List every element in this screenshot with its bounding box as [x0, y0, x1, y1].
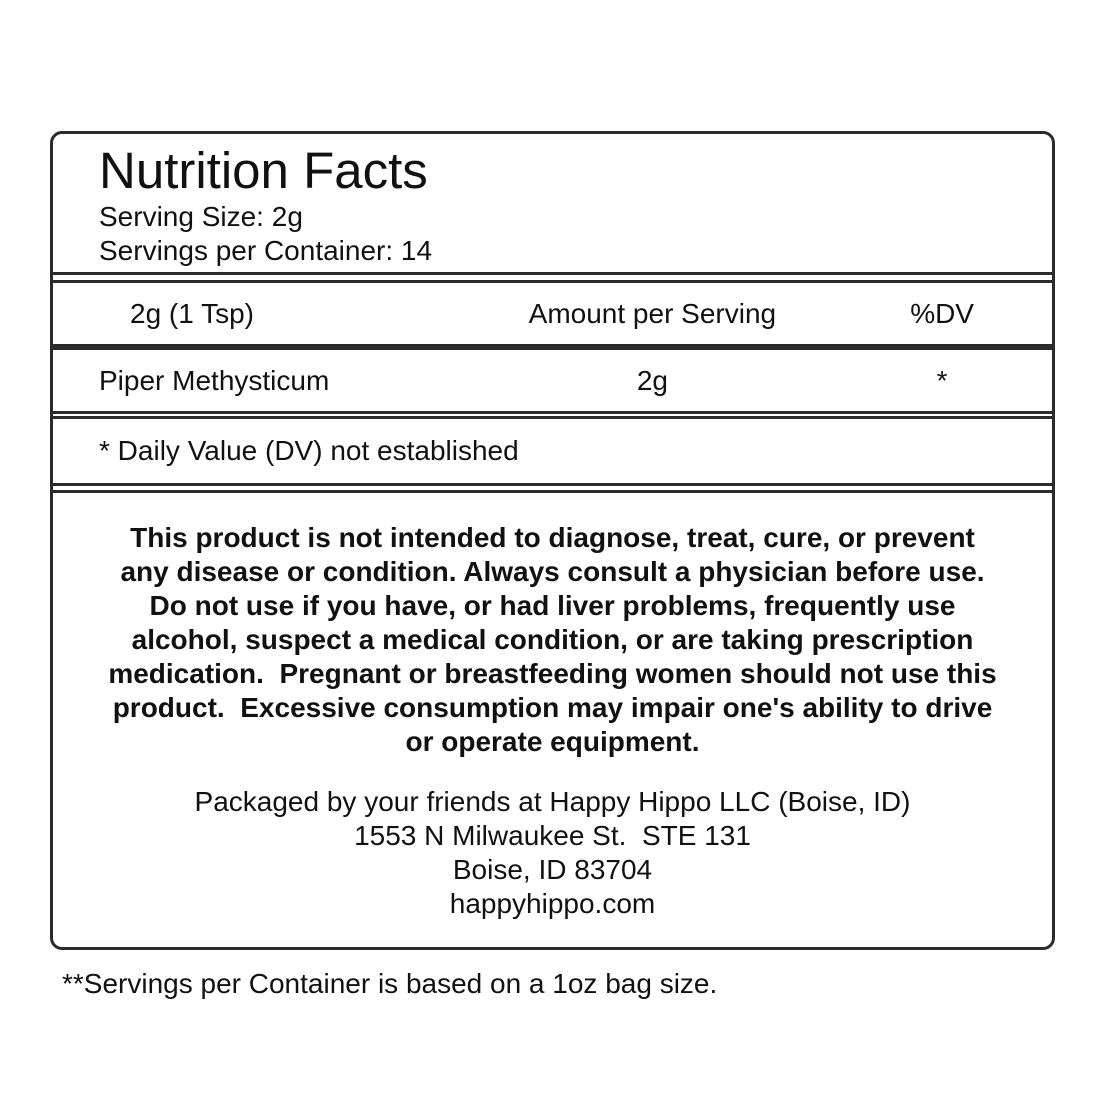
disclaimer-line: alcohol, suspect a medical condition, or… — [131, 624, 974, 655]
column-header-row: 2g (1 Tsp) Amount per Serving %DV — [53, 283, 1052, 344]
label-header-section: Nutrition Facts Serving Size: 2g Serving… — [53, 134, 1052, 272]
disclaimer-line: This product is not intended to diagnose… — [130, 522, 975, 553]
packager-company-line: Packaged by your friends at Happy Hippo … — [194, 786, 911, 817]
daily-value-footnote: * Daily Value (DV) not established — [99, 435, 519, 466]
nutrition-facts-label: Nutrition Facts Serving Size: 2g Serving… — [50, 131, 1055, 950]
disclaimer-line: product. Excessive consumption may impai… — [112, 692, 993, 723]
bag-size-footnote: **Servings per Container is based on a 1… — [62, 968, 718, 999]
ingredient-amount: 2g — [636, 364, 668, 396]
disclaimer-line: Do not use if you have, or had liver pro… — [149, 590, 956, 621]
ingredient-name: Piper Methysticum — [99, 364, 330, 396]
disclaimer-line: medication. Pregnant or breastfeeding wo… — [108, 658, 997, 689]
section-divider — [53, 344, 1052, 350]
label-title: Nutrition Facts — [99, 142, 428, 199]
servings-per-container-text: Servings per Container: 14 — [99, 235, 433, 266]
disclaimer-paragraph: This product is not intended to diagnose… — [79, 521, 1026, 759]
serving-size-text: Serving Size: 2g — [99, 201, 303, 232]
section-divider — [53, 411, 1052, 419]
disclaimer-line: or operate equipment. — [405, 726, 700, 757]
section-divider — [53, 272, 1052, 283]
packager-city-line: Boise, ID 83704 — [452, 854, 653, 885]
ingredient-row: Piper Methysticum 2g * — [53, 350, 1052, 411]
ingredient-dv: * — [936, 364, 948, 396]
column-percent-dv: %DV — [910, 297, 974, 329]
section-divider — [53, 483, 1052, 493]
packager-block: Packaged by your friends at Happy Hippo … — [79, 785, 1026, 921]
disclaimer-line: any disease or condition. Always consult… — [120, 556, 985, 587]
column-amount-per-serving: Amount per Serving — [528, 297, 777, 329]
packager-website-text: happyhippo.com — [449, 888, 656, 919]
packager-street-line: 1553 N Milwaukee St. STE 131 — [354, 820, 751, 851]
column-serving-size: 2g (1 Tsp) — [130, 297, 254, 329]
label-bottom-section: This product is not intended to diagnose… — [53, 493, 1052, 947]
